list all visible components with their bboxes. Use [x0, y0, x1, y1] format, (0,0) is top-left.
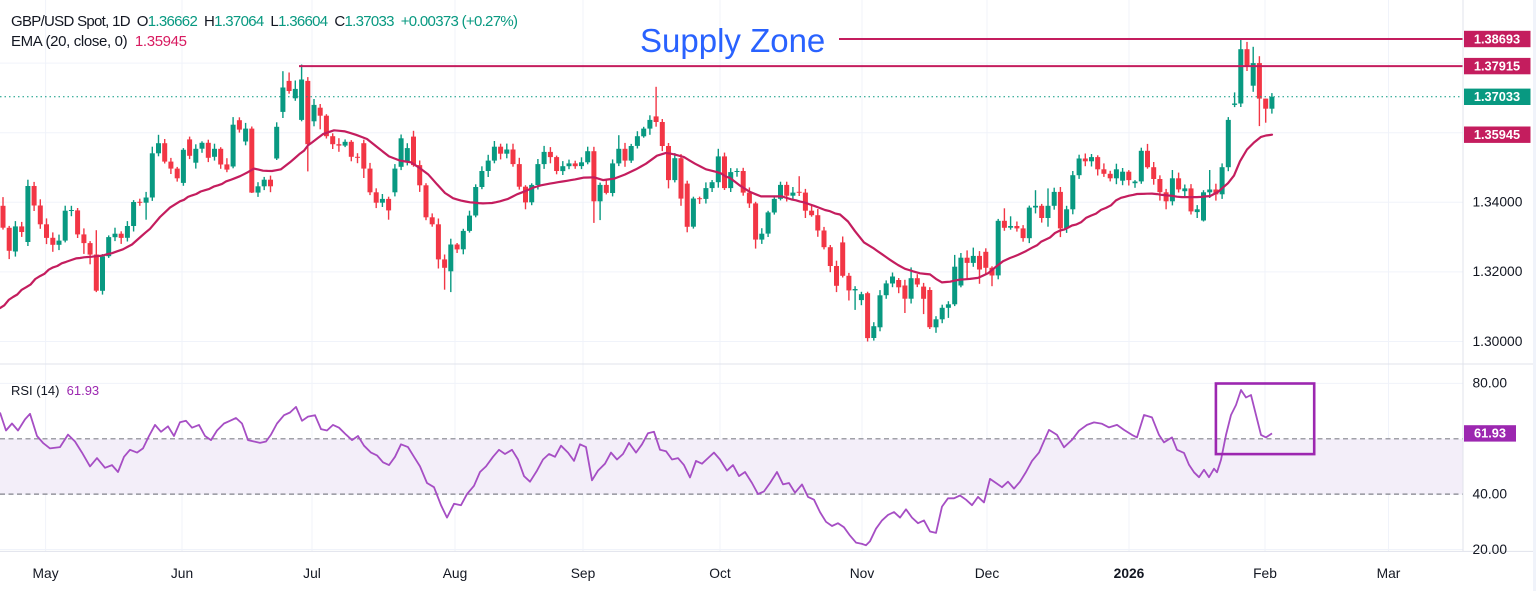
svg-text:Dec: Dec — [975, 566, 1000, 581]
svg-text:1.37915: 1.37915 — [1474, 58, 1520, 73]
svg-text:Aug: Aug — [443, 566, 468, 581]
svg-text:Supply Zone: Supply Zone — [640, 22, 825, 59]
svg-text:80.00: 80.00 — [1473, 376, 1508, 391]
svg-text:2026: 2026 — [1114, 566, 1145, 581]
svg-text:Jul: Jul — [303, 566, 321, 581]
svg-text:May: May — [33, 566, 59, 581]
svg-text:1.32000: 1.32000 — [1473, 264, 1523, 279]
svg-text:Feb: Feb — [1253, 566, 1277, 581]
svg-text:1.38693: 1.38693 — [1474, 31, 1520, 46]
svg-text:Sep: Sep — [571, 566, 596, 581]
svg-text:40.00: 40.00 — [1473, 486, 1508, 501]
svg-text:Oct: Oct — [709, 566, 731, 581]
svg-text:1.37033: 1.37033 — [1474, 89, 1520, 104]
svg-text:Nov: Nov — [850, 566, 875, 581]
svg-text:GBP/USD Spot, 1D O1.36662 H1: GBP/USD Spot, 1D O1.36662 H1.37064 L1.36… — [11, 13, 518, 30]
svg-text:Mar: Mar — [1377, 566, 1401, 581]
svg-text:61.93: 61.93 — [1474, 426, 1506, 441]
svg-text:Jun: Jun — [171, 566, 193, 581]
svg-text:1.34000: 1.34000 — [1473, 195, 1523, 210]
svg-text:1.30000: 1.30000 — [1473, 334, 1523, 349]
svg-text:1.35945: 1.35945 — [1474, 127, 1520, 142]
svg-text:20.00: 20.00 — [1473, 542, 1508, 557]
svg-text:EMA (20, close, 0) 1.35945: EMA (20, close, 0) 1.35945 — [11, 33, 187, 50]
svg-text:RSI (14) 61.93: RSI (14) 61.93 — [11, 383, 99, 398]
